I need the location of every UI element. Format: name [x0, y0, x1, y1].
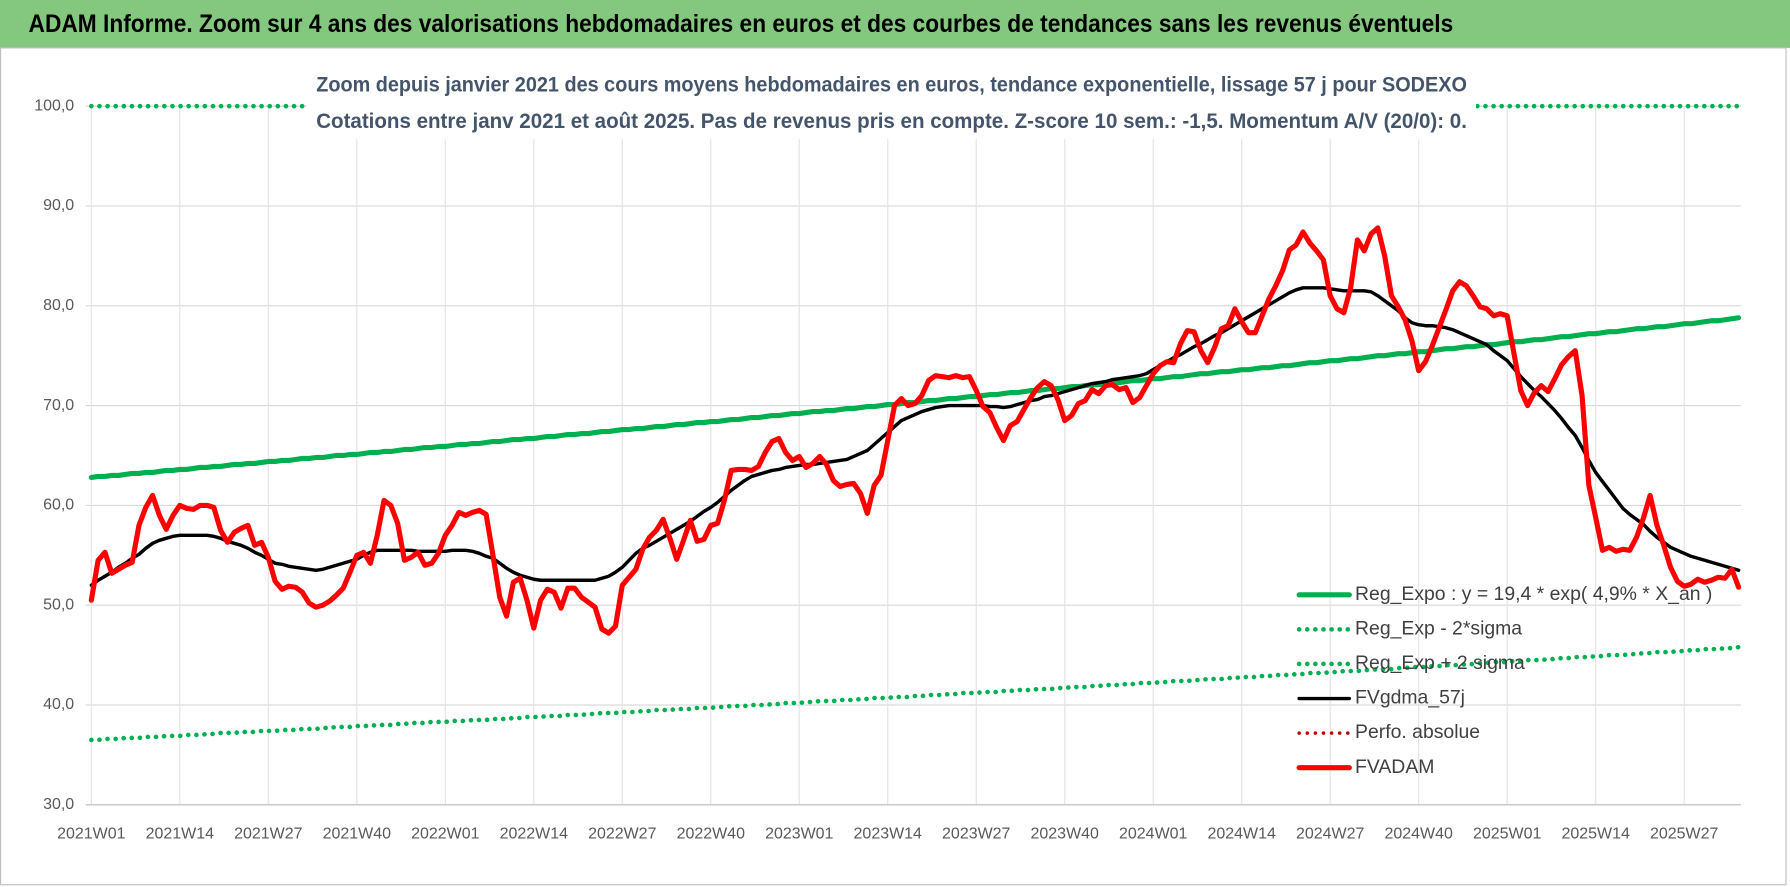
x-tick-label: 2024W14	[1208, 826, 1276, 843]
y-tick-label: 80,0	[43, 297, 74, 314]
legend-label: FVgdma_57j	[1355, 687, 1465, 709]
subtitle-background	[307, 66, 1477, 140]
legend-label: Reg_Expo : y = 19,4 * exp( 4,9% * X_an )	[1355, 583, 1712, 605]
x-tick-label: 2024W27	[1296, 826, 1364, 843]
x-tick-label: 2024W40	[1385, 826, 1453, 843]
y-tick-label: 40,0	[43, 696, 74, 713]
chart-subtitle: Cotations entre janv 2021 et août 2025. …	[316, 108, 1467, 133]
x-tick-label: 2025W01	[1473, 826, 1541, 843]
x-tick-label: 2022W27	[588, 826, 656, 843]
series-line	[88, 225, 1742, 636]
x-tick-label: 2023W14	[854, 826, 922, 843]
x-tick-label: 2022W01	[411, 826, 479, 843]
x-tick-label: 2021W01	[57, 826, 125, 843]
y-tick-label: 70,0	[43, 397, 74, 414]
chart-subtitle: Zoom depuis janvier 2021 des cours moyen…	[316, 71, 1467, 96]
x-tick-label: 2021W27	[234, 826, 302, 843]
x-tick-label: 2022W14	[500, 826, 568, 843]
y-tick-label: 100,0	[34, 97, 74, 114]
x-tick-label: 2025W27	[1650, 826, 1718, 843]
y-tick-label: 90,0	[43, 197, 74, 214]
x-tick-label: 2022W40	[677, 826, 745, 843]
x-tick-label: 2024W01	[1119, 826, 1187, 843]
y-tick-label: 30,0	[43, 796, 74, 813]
series-line	[89, 644, 1741, 743]
legend-label: Reg_Exp + 2 sigma	[1355, 652, 1525, 674]
x-tick-label: 2025W14	[1561, 826, 1629, 843]
x-tick-label: 2023W40	[1031, 826, 1099, 843]
x-tick-label: 2023W01	[765, 826, 833, 843]
x-tick-label: 2021W14	[146, 826, 214, 843]
legend-label: FVADAM	[1355, 756, 1434, 778]
legend-label: Perfo. absolue	[1355, 721, 1480, 743]
legend-label: Reg_Exp - 2*sigma	[1355, 617, 1522, 639]
header-bar	[0, 0, 1790, 48]
y-tick-label: 60,0	[43, 497, 74, 514]
header-title: ADAM Informe. Zoom sur 4 ans des valoris…	[29, 10, 1454, 38]
chart-frame	[0, 47, 1787, 886]
x-tick-label: 2023W27	[942, 826, 1010, 843]
x-tick-label: 2021W40	[323, 826, 391, 843]
y-tick-label: 50,0	[43, 596, 74, 613]
